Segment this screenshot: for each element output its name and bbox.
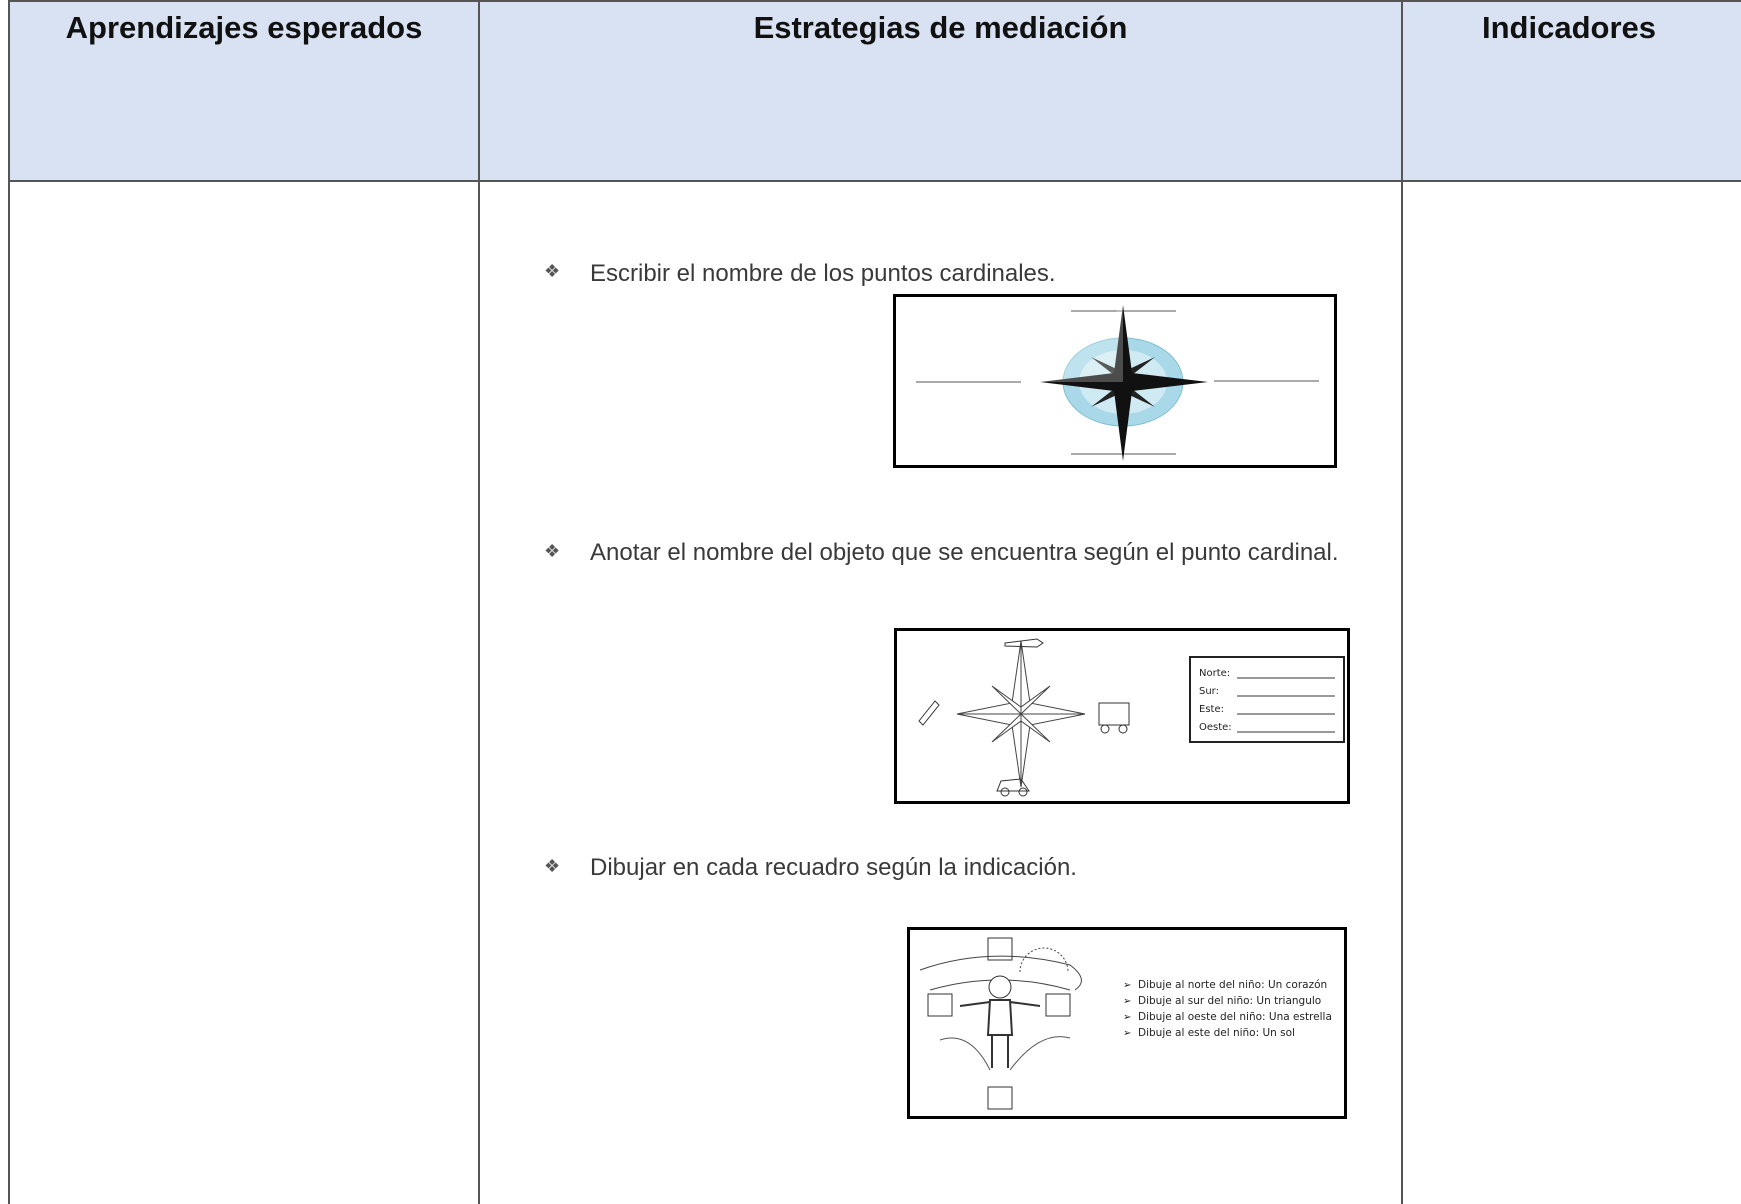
bullet: ❖ [544, 541, 561, 561]
figure-instruction: Dibuje al oeste del niño: Una estrella [1138, 1011, 1332, 1023]
arrow: ➢ [1123, 996, 1131, 1007]
arrow: ➢ [1123, 980, 1131, 991]
bullet: ❖ [544, 856, 561, 876]
table-border [9, 0, 1741, 2]
activity-text: Dibujar en cada recuadro según la indica… [590, 854, 1077, 881]
activity-text: Escribir el nombre de los puntos cardina… [590, 260, 1056, 287]
objects-figure: Norte: Sur: Este: Oeste: [918, 638, 1345, 797]
arrow: ➢ [1123, 1012, 1131, 1023]
header-cell: Aprendizajes esperados [65, 10, 423, 45]
header-cell: Indicadores [1482, 10, 1656, 45]
activity-text: Anotar el nombre del objeto que se encue… [590, 539, 1339, 566]
figure [893, 294, 1337, 468]
table-border [9, 180, 1741, 182]
figure: ➢ Dibuje al norte del niño: Un corazón ➢ Di… [907, 927, 1347, 1119]
boy-figure: ➢ Dibuje al norte del niño: Un corazón ➢ Di… [919, 937, 1332, 1110]
figure: Norte: Sur: Este: Oeste: [894, 628, 1350, 804]
figure-instruction: Dibuje al norte del niño: Un corazón [1138, 979, 1327, 991]
figure-label: Oeste: [1199, 722, 1232, 733]
figure-label: Norte: [1199, 668, 1230, 679]
figure-label: Sur: [1199, 686, 1219, 697]
table-border [478, 0, 480, 1204]
table-border [8, 0, 10, 1204]
header-cell: Estrategias de mediación [753, 10, 1128, 45]
figure-instruction: Dibuje al sur del niño: Un triangulo [1138, 995, 1321, 1007]
figure-instruction: Dibuje al este del niño: Un sol [1138, 1027, 1295, 1039]
bullet: ❖ [544, 261, 561, 281]
figure-label: Este: [1199, 704, 1224, 715]
table-border [1401, 0, 1403, 1204]
arrow: ➢ [1123, 1028, 1131, 1039]
compass-figure [916, 305, 1319, 461]
header-row [9, 0, 1741, 181]
